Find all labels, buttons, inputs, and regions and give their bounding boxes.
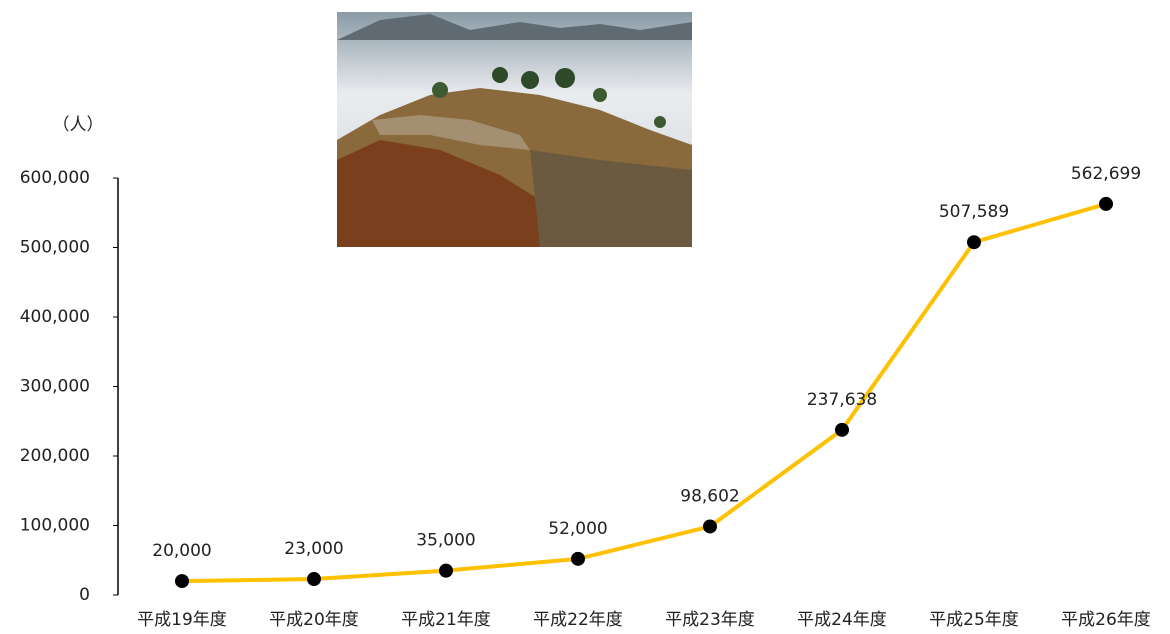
x-tick-label: 平成19年度: [137, 610, 227, 630]
data-label: 562,699: [1071, 164, 1141, 184]
marker: [175, 574, 189, 589]
marker: [703, 519, 717, 534]
data-label: 98,602: [680, 486, 739, 506]
marker: [1099, 196, 1113, 211]
data-label: 23,000: [284, 539, 343, 559]
y-tick-label: 0: [79, 585, 90, 605]
y-tick-label: 200,000: [20, 446, 90, 466]
x-tick-label: 平成25年度: [929, 610, 1019, 630]
y-tick-label: 500,000: [20, 238, 90, 258]
y-tick-label: 600,000: [20, 168, 90, 188]
x-tick-label: 平成26年度: [1061, 610, 1151, 630]
y-axis-title: （人）: [53, 115, 104, 135]
line: [181, 202, 1107, 584]
data-label: 52,000: [548, 519, 607, 539]
x-tick-label: 平成22年度: [533, 610, 623, 630]
y-tick-label: 100,000: [20, 516, 90, 536]
x-tick-label: 平成24年度: [797, 610, 887, 630]
marker: [967, 235, 981, 250]
x-tick-label: 平成21年度: [401, 610, 491, 630]
data-label: 35,000: [416, 531, 475, 551]
marker: [307, 572, 321, 587]
data-label: 507,589: [939, 202, 1009, 222]
x-tick-label: 平成20年度: [269, 610, 359, 630]
data-label: 237,638: [807, 390, 877, 410]
marker: [571, 551, 585, 566]
marker: [439, 563, 453, 578]
photo: [337, 12, 692, 247]
y-tick-label: 400,000: [20, 307, 90, 327]
x-tick-label: 平成23年度: [665, 610, 755, 630]
data-label: 20,000: [152, 541, 211, 561]
y-tick-label: 300,000: [20, 377, 90, 397]
marker: [835, 422, 849, 437]
